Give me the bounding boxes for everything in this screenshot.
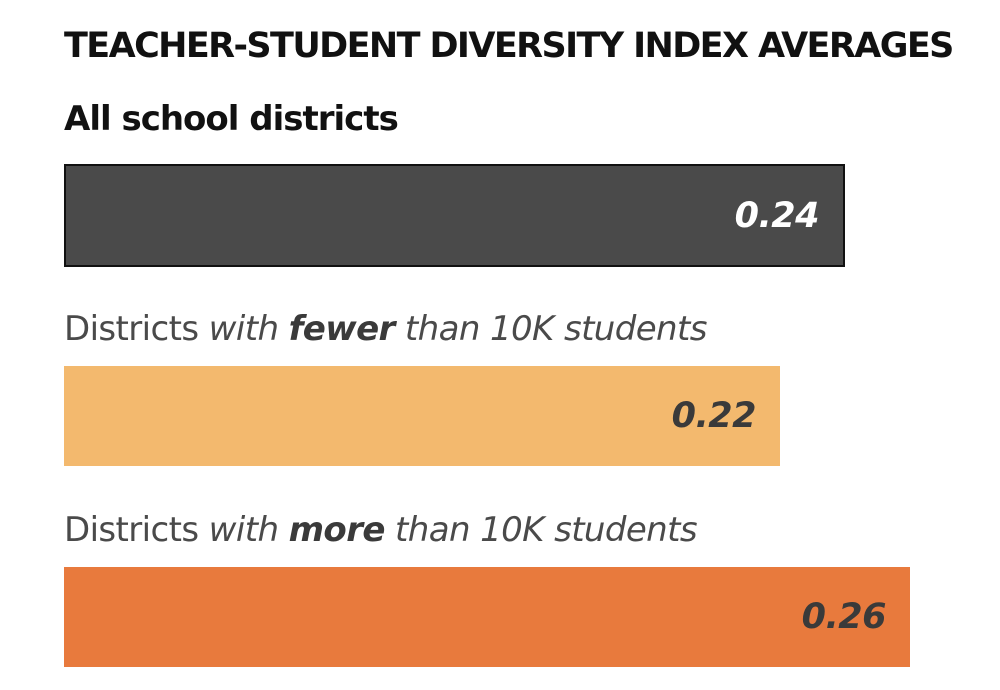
label-text-emphasis: more bbox=[288, 510, 386, 550]
bar-value-label: 0.26 bbox=[801, 597, 887, 637]
bar-value-label: 0.24 bbox=[734, 195, 820, 236]
label-text: Districts bbox=[64, 510, 209, 550]
label-text-italic: than 10K students bbox=[384, 510, 698, 550]
chart-title: TEACHER-STUDENT DIVERSITY INDEX AVERAGES bbox=[64, 26, 954, 66]
label-text-emphasis: fewer bbox=[288, 309, 396, 349]
label-text-italic: than 10K students bbox=[394, 309, 708, 349]
bar-fewer-than-10k: 0.22 bbox=[64, 366, 780, 466]
label-text: Districts bbox=[64, 309, 209, 349]
bar-all-districts: 0.24 bbox=[64, 164, 845, 267]
bar-value-label: 0.22 bbox=[671, 396, 757, 436]
label-text-italic: with bbox=[208, 510, 289, 550]
label-text-italic: with bbox=[208, 309, 289, 349]
category-label-more-than-10k: Districts with more than 10K students bbox=[64, 507, 698, 553]
bar-more-than-10k: 0.26 bbox=[64, 567, 910, 667]
label-text: All school districts bbox=[64, 99, 399, 139]
category-label-all-districts: All school districts bbox=[64, 96, 399, 142]
category-label-fewer-than-10k: Districts with fewer than 10K students bbox=[64, 306, 707, 352]
